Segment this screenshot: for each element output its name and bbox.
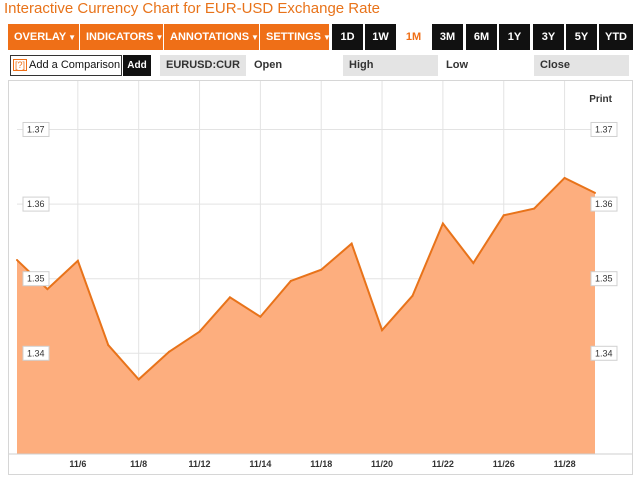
range-ytd-button[interactable]: YTD [599, 24, 633, 50]
x-tick-label: 11/12 [189, 459, 211, 469]
y-tick-label-right: 1.35 [595, 274, 613, 284]
price-line [16, 176, 596, 381]
y-tick-box [22, 271, 50, 287]
data-point [46, 288, 49, 291]
chart-area[interactable]: Print 1.34 1.34 1.35 1.35 1.36 1.36 1.37 1.37 11… [8, 80, 633, 475]
data-point [472, 262, 475, 265]
range-6m-button[interactable]: 6M [466, 24, 497, 50]
y-tick-label-right: 1.37 [595, 124, 613, 134]
add-comparison-input[interactable]: [?] Add a Comparison [10, 55, 122, 76]
annotations-menu-button[interactable]: ANNOTATIONS ▼ [164, 24, 260, 50]
x-tick-label: 11/22 [432, 459, 454, 469]
data-point [320, 268, 323, 271]
data-point [411, 294, 414, 297]
data-point [563, 176, 566, 179]
x-tick-label: 11/28 [554, 459, 576, 469]
range-5y-button[interactable]: 5Y [566, 24, 597, 50]
y-tick-box [590, 271, 618, 287]
symbol-label: EURUSD:CUR [160, 55, 246, 76]
y-tick-box [590, 196, 618, 212]
area-fill [17, 177, 595, 454]
y-tick-label-left: 1.35 [27, 274, 45, 284]
settings-menu-button[interactable]: SETTINGS ▼ [260, 24, 331, 50]
x-tick-label: 11/8 [130, 459, 147, 469]
data-point [107, 344, 110, 347]
data-point [76, 259, 79, 262]
x-tick-label: 11/20 [371, 459, 393, 469]
range-1w-button[interactable]: 1W [365, 24, 396, 50]
y-tick-label-left: 1.37 [27, 124, 45, 134]
data-point [259, 315, 262, 318]
data-point [502, 214, 505, 217]
x-tick-label: 11/18 [310, 459, 332, 469]
print-link[interactable]: Print [589, 94, 612, 105]
y-tick-box [590, 345, 618, 361]
data-point [533, 207, 536, 210]
y-tick-label-right: 1.34 [595, 348, 613, 358]
y-tick-box [22, 196, 50, 212]
open-label: Open [254, 59, 283, 71]
help-icon[interactable]: [?] [13, 59, 28, 71]
x-tick-label: 11/14 [249, 459, 271, 469]
range-1y-button[interactable]: 1Y [499, 24, 530, 50]
data-point [441, 222, 444, 225]
data-point [137, 378, 140, 381]
x-tick-label: 11/6 [69, 459, 86, 469]
data-point [198, 330, 201, 333]
page-title: Interactive Currency Chart for EUR-USD E… [4, 0, 380, 17]
y-tick-box [22, 345, 50, 361]
close-label: Close [534, 55, 629, 76]
low-label: Low [446, 59, 468, 71]
caret-down-icon: ▼ [155, 33, 164, 42]
data-point [350, 242, 353, 245]
comparison-row: [?] Add a Comparison Add EURUSD:CUR Open … [8, 55, 633, 77]
caret-down-icon: ▼ [68, 33, 77, 42]
range-3y-button[interactable]: 3Y [533, 24, 564, 50]
y-tick-label-right: 1.36 [595, 199, 613, 209]
y-tick-label-left: 1.36 [27, 199, 45, 209]
data-point [168, 350, 171, 353]
range-1d-button[interactable]: 1D [332, 24, 363, 50]
x-tick-label: 11/26 [493, 459, 515, 469]
data-point [381, 329, 384, 332]
price-chart: 1.34 1.34 1.35 1.35 1.36 1.36 1.37 1.37 11/6 11/8… [9, 81, 632, 469]
data-point [594, 191, 596, 194]
y-tick-box [22, 121, 50, 137]
caret-down-icon: ▼ [251, 33, 259, 42]
indicators-menu-button[interactable]: INDICATORS ▼ [80, 24, 164, 50]
add-comparison-button[interactable]: Add [123, 55, 151, 76]
y-tick-label-left: 1.34 [27, 348, 45, 358]
overlay-menu-button[interactable]: OVERLAY ▼ [8, 24, 80, 50]
caret-down-icon: ▼ [323, 33, 331, 42]
high-label: High [343, 55, 438, 76]
data-point [289, 279, 292, 282]
data-point [16, 259, 18, 262]
range-1m-button[interactable]: 1M [398, 24, 429, 50]
range-3m-button[interactable]: 3M [432, 24, 463, 50]
data-point [228, 296, 231, 299]
chart-toolbar: OVERLAY ▼ INDICATORS ▼ ANNOTATIONS ▼ SETTIN… [8, 24, 633, 50]
y-tick-box [590, 121, 618, 137]
